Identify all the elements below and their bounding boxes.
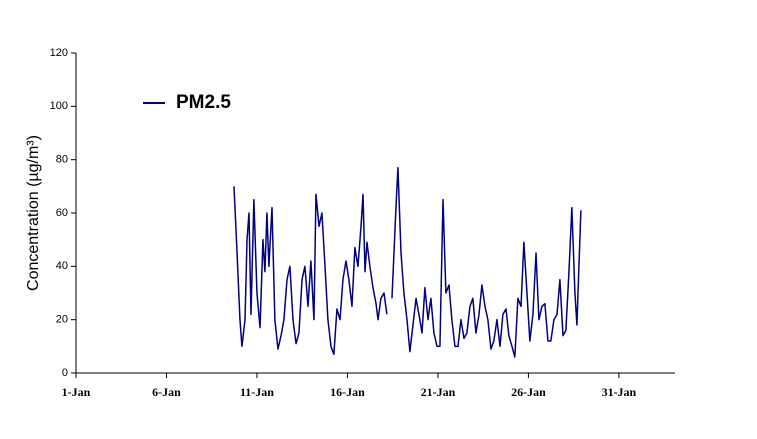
x-tick-label: 6-Jan (152, 385, 181, 399)
x-tick-label: 31-Jan (602, 385, 637, 399)
y-tick-label: 120 (50, 47, 68, 59)
legend-label: PM2.5 (176, 92, 231, 113)
data-line (233, 166, 582, 358)
y-tick-label: 100 (50, 100, 68, 112)
x-tick-label: 26-Jan (511, 385, 546, 399)
y-tick-label: 80 (56, 154, 68, 166)
y-tick-label: 20 (56, 314, 68, 326)
y-tick-label: 60 (56, 207, 68, 219)
x-tick-label: 11-Jan (240, 385, 274, 399)
y-tick-label: 40 (56, 260, 68, 272)
y-tick-label: 0 (62, 367, 68, 379)
y-axis-title: Concentration (µg/m³) (25, 135, 42, 291)
x-tick-label: 16-Jan (330, 385, 365, 399)
x-tick-label: 21-Jan (421, 385, 456, 399)
x-tick-label: 1-Jan (62, 385, 91, 399)
